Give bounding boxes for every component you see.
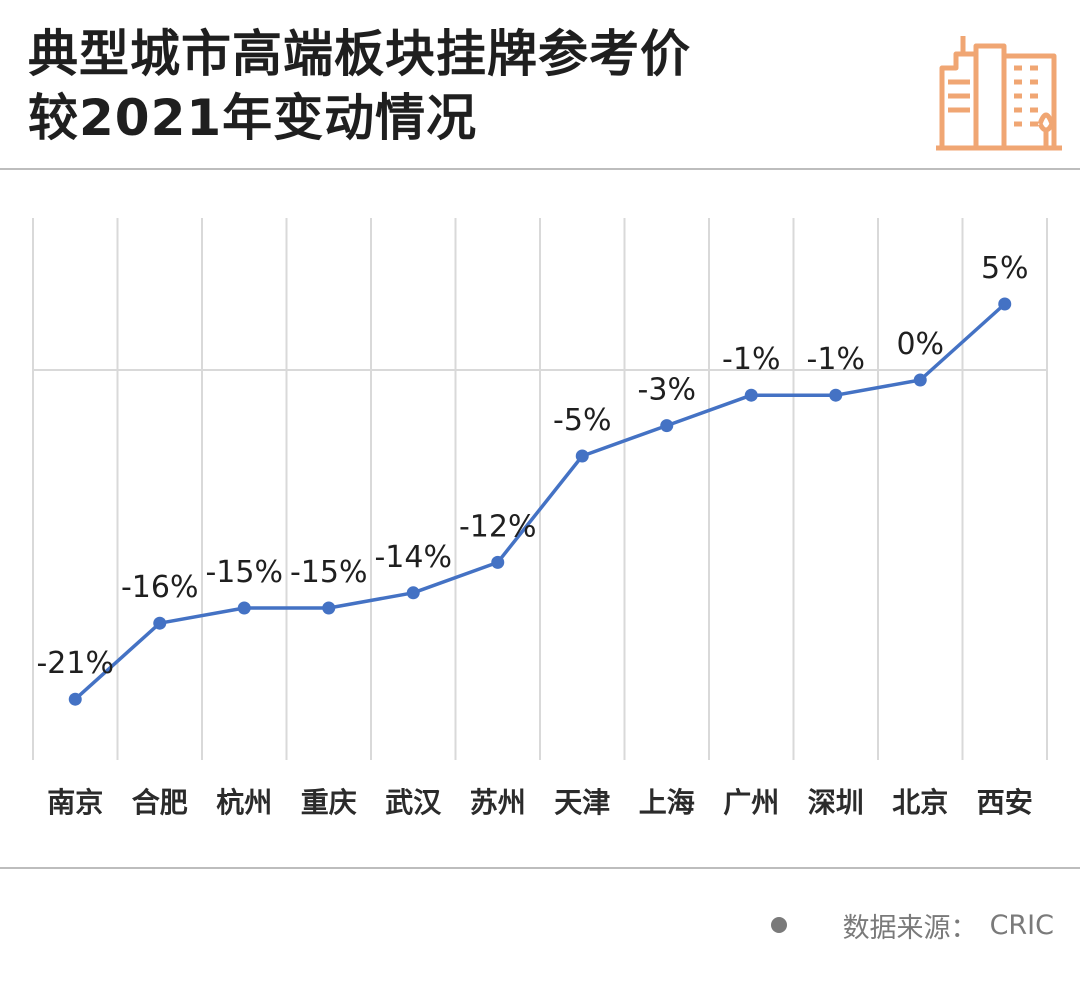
data-point <box>998 297 1012 311</box>
data-label: -1% <box>807 342 865 377</box>
data-label: -1% <box>722 342 780 377</box>
header-divider <box>0 168 1080 170</box>
series-line <box>74 302 1006 701</box>
data-point <box>491 555 505 569</box>
source-value: CRIC <box>989 909 1054 941</box>
data-label: -21% <box>36 646 114 681</box>
data-label: -5% <box>553 403 611 438</box>
data-label: 0% <box>896 327 944 362</box>
category-label: 南京 <box>47 786 103 819</box>
category-label: 广州 <box>723 786 779 819</box>
data-label: 5% <box>981 251 1029 286</box>
title-line-2: 较2021年变动情况 <box>28 89 478 147</box>
data-label: -14% <box>374 540 452 575</box>
data-label: -15% <box>205 555 283 590</box>
category-label: 西安 <box>977 786 1033 819</box>
bullet-dot-icon <box>770 917 787 933</box>
category-label: 上海 <box>639 786 695 819</box>
category-label: 杭州 <box>216 786 272 819</box>
chart-title: 典型城市高端板块挂牌参考价 较2021年变动情况 <box>28 22 888 150</box>
category-label: 天津 <box>554 786 610 819</box>
data-point <box>153 616 167 630</box>
footer-divider <box>0 867 1080 869</box>
source-note: 数据来源： CRIC <box>770 903 1054 947</box>
category-label: 北京 <box>892 786 948 819</box>
category-label: 合肥 <box>132 786 188 819</box>
data-label: -12% <box>459 509 537 544</box>
data-point <box>237 601 251 615</box>
data-point <box>406 586 420 600</box>
title-line-1: 典型城市高端板块挂牌参考价 <box>28 25 691 83</box>
data-point <box>68 692 82 706</box>
data-label: -16% <box>121 570 199 605</box>
data-point <box>829 388 843 402</box>
city-buildings-icon <box>936 36 1062 151</box>
data-label: -3% <box>638 373 696 408</box>
category-label: 深圳 <box>808 786 864 819</box>
data-point <box>660 419 674 433</box>
line-chart: -21% 南京 -16% 合肥 -15% 杭州 -15% 重庆 -14% 武汉 -12% 苏州 -5% 天… <box>32 218 1048 819</box>
category-label: 苏州 <box>470 786 526 819</box>
data-point <box>913 373 927 387</box>
source-label: 数据来源： <box>842 912 978 944</box>
data-label: -15% <box>290 555 368 590</box>
data-point <box>744 388 758 402</box>
category-label: 重庆 <box>301 786 357 819</box>
data-point <box>322 601 336 615</box>
data-point <box>575 449 589 463</box>
category-label: 武汉 <box>385 786 442 819</box>
